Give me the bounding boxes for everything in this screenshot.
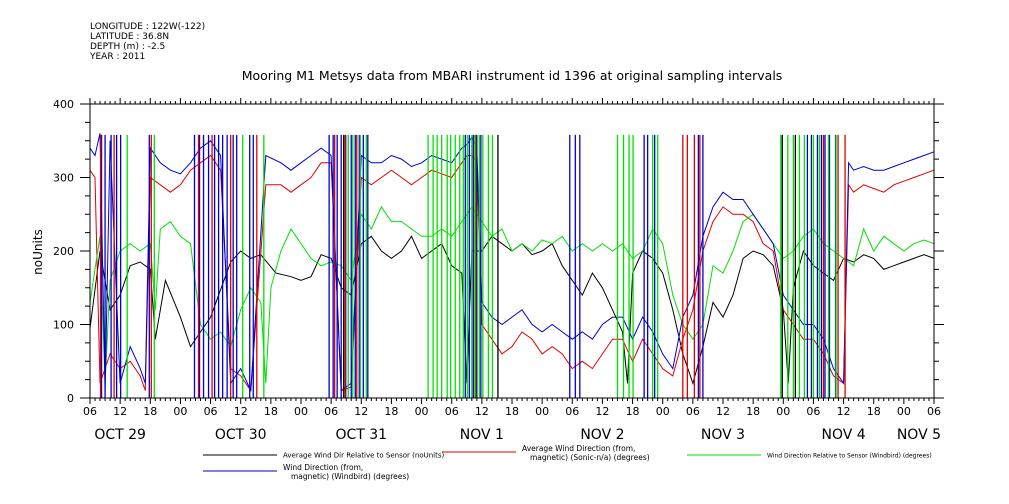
series-line-2	[89, 154, 935, 393]
legend-label: Average Wind Dir Relative to Sensor (noU…	[283, 452, 444, 460]
x-hour-label: 18	[746, 405, 760, 418]
x-hour-label: 12	[837, 405, 851, 418]
x-hour-label: 18	[384, 405, 398, 418]
x-hour-label: 00	[294, 405, 308, 418]
x-hour-label: 12	[595, 405, 609, 418]
dataset-metadata: LONGITUDE : 122W(-122) LATITUDE : 36.8N …	[90, 22, 205, 62]
x-hour-label: 06	[806, 405, 820, 418]
chart-title: Mooring M1 Metsys data from MBARI instru…	[242, 68, 783, 83]
x-hour-label: 06	[686, 405, 700, 418]
x-day-label: NOV 3	[701, 427, 745, 443]
x-hour-label: 06	[324, 405, 338, 418]
y-tick-label: 100	[53, 319, 74, 332]
x-hour-label: 18	[626, 405, 640, 418]
x-hour-label: 06	[565, 405, 579, 418]
x-hour-label: 00	[415, 405, 429, 418]
latitude-text: LATITUDE : 36.8N	[90, 32, 170, 42]
legend-label: Wind Direction (from,	[283, 463, 363, 472]
legend-label: magnetic) (Windbird) (degrees)	[291, 472, 409, 481]
y-tick-label: 0	[67, 392, 74, 405]
legend-label: Average Wind Direction (from,	[522, 444, 635, 453]
x-hour-label: 12	[475, 405, 489, 418]
y-tick-label: 300	[53, 172, 74, 185]
y-tick-label: 200	[53, 245, 74, 258]
x-hour-label: 12	[354, 405, 368, 418]
year-text: YEAR : 2011	[90, 52, 146, 62]
legend: Average Wind Dir Relative to Sensor (noU…	[203, 444, 932, 481]
x-day-label: NOV 2	[580, 427, 624, 443]
x-hour-label: 12	[113, 405, 127, 418]
longitude-text: LONGITUDE : 122W(-122)	[90, 22, 206, 32]
x-hour-label: 12	[716, 405, 730, 418]
x-day-label: OCT 31	[335, 427, 387, 443]
x-hour-label: 06	[83, 405, 97, 418]
depth-text: DEPTH (m) : -2.5	[90, 42, 166, 52]
legend-label: magnetic) (Sonic-n/a) (degrees)	[530, 453, 650, 462]
y-axis-label: noUnits	[31, 229, 45, 275]
x-hour-label: 00	[535, 405, 549, 418]
x-hour-label: 12	[234, 405, 248, 418]
x-day-label: NOV 1	[460, 427, 504, 443]
plot-frame: 0 100 200 300 400 06 12 18 00 06 12 18 00 06 12 18 00 06 1…	[53, 98, 944, 443]
x-hour-label: 18	[867, 405, 881, 418]
x-hour-label: 00	[656, 405, 670, 418]
x-day-label: NOV 5	[897, 427, 941, 443]
x-hour-label: 06	[445, 405, 459, 418]
x-day-label: NOV 4	[821, 427, 865, 443]
x-hour-label: 00	[776, 405, 790, 418]
y-tick-label: 400	[53, 98, 74, 111]
x-hour-label: 18	[143, 405, 157, 418]
x-hour-label: 18	[505, 405, 519, 418]
legend-label: Wind Direction Relative to Sensor (Windb…	[767, 453, 932, 460]
plot-series	[89, 133, 935, 398]
x-day-label: OCT 29	[94, 427, 146, 443]
x-hour-label: 06	[204, 405, 218, 418]
x-hour-label: 00	[173, 405, 187, 418]
x-day-label: OCT 30	[215, 427, 267, 443]
x-hour-label: 18	[264, 405, 278, 418]
x-hour-label: 06	[927, 405, 941, 418]
x-hour-label: 00	[897, 405, 911, 418]
